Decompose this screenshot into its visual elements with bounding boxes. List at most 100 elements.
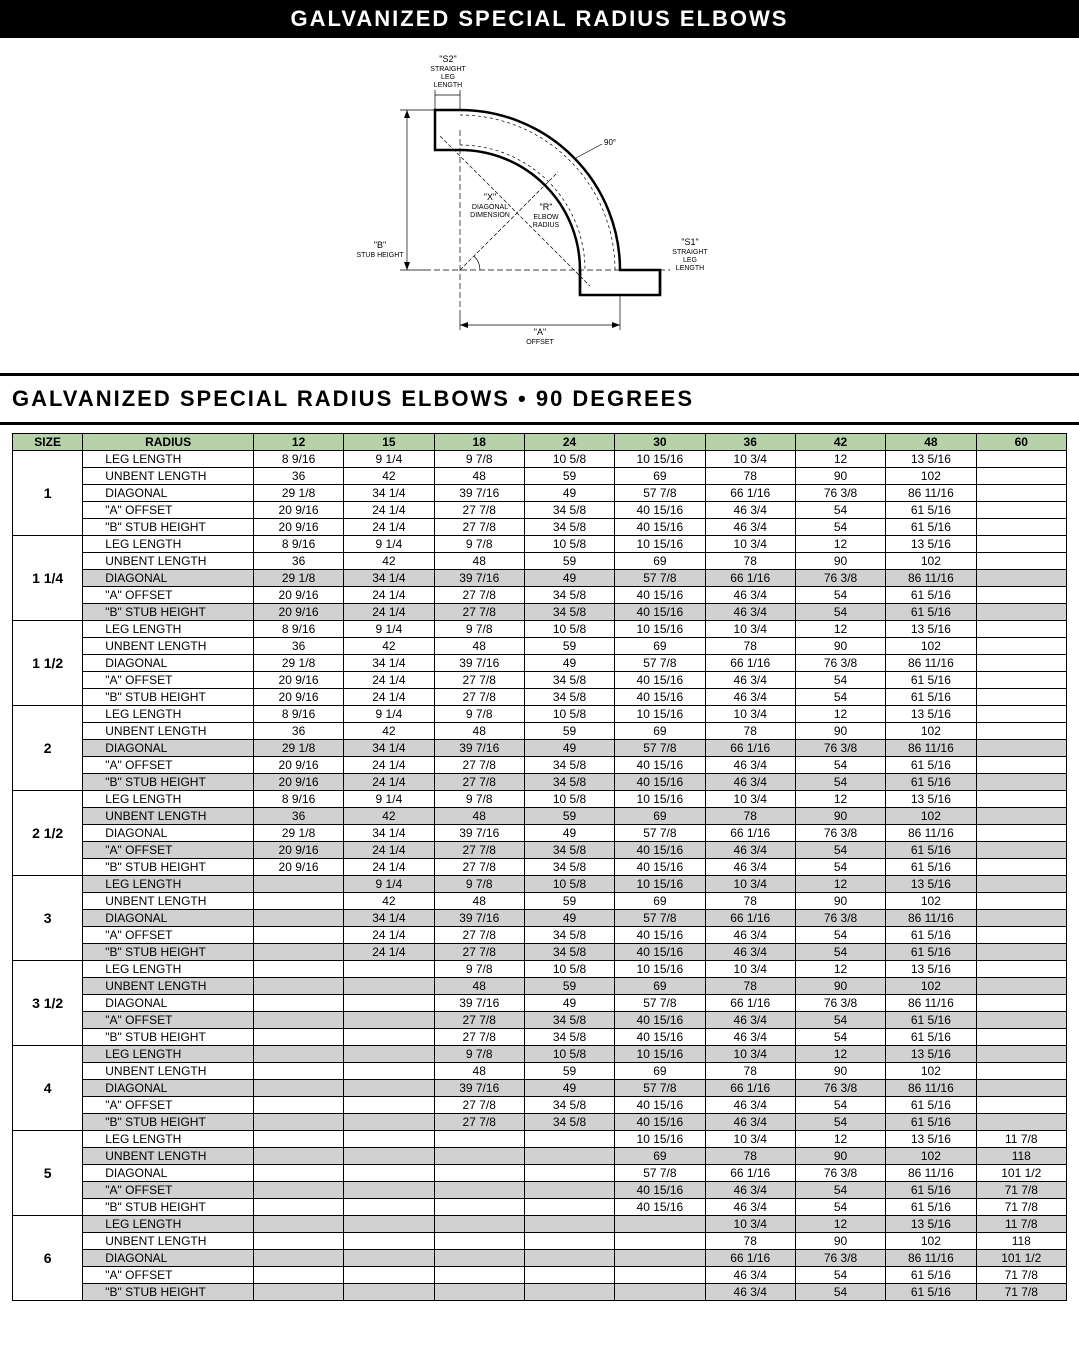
value-cell — [524, 1165, 614, 1182]
value-cell: 86 11/16 — [886, 1080, 976, 1097]
value-cell: 27 7/8 — [434, 604, 524, 621]
value-cell: 34 5/8 — [524, 587, 614, 604]
value-cell: 90 — [795, 638, 885, 655]
value-cell: 9 7/8 — [434, 1046, 524, 1063]
value-cell: 49 — [524, 1080, 614, 1097]
value-cell: 8 9/16 — [253, 621, 343, 638]
row-label: LEG LENGTH — [83, 961, 254, 978]
value-cell: 9 7/8 — [434, 791, 524, 808]
row-label: "A" OFFSET — [83, 587, 254, 604]
value-cell: 69 — [615, 638, 705, 655]
row-label: "A" OFFSET — [83, 757, 254, 774]
table-row: 3LEG LENGTH9 1/49 7/810 5/810 15/1610 3/… — [13, 876, 1067, 893]
table-row: 1 1/4LEG LENGTH8 9/169 1/49 7/810 5/810 … — [13, 536, 1067, 553]
value-cell — [344, 1131, 434, 1148]
table-row: UNBENT LENGTH36424859697890102 — [13, 723, 1067, 740]
table-row: "A" OFFSET24 1/427 7/834 5/840 15/1646 3… — [13, 927, 1067, 944]
value-cell: 76 3/8 — [795, 655, 885, 672]
value-cell: 78 — [705, 1063, 795, 1080]
value-cell: 78 — [705, 1148, 795, 1165]
value-cell: 9 1/4 — [344, 706, 434, 723]
table-row: UNBENT LENGTH4859697890102 — [13, 978, 1067, 995]
value-cell: 40 15/16 — [615, 859, 705, 876]
svg-text:STRAIGHT: STRAIGHT — [430, 66, 466, 73]
table-row: UNBENT LENGTH7890102118 — [13, 1233, 1067, 1250]
elbow-diagram: "S2" STRAIGHT LEG LENGTH "X" DIAGONAL DI… — [0, 38, 1079, 373]
table-row: "A" OFFSET40 15/1646 3/45461 5/1671 7/8 — [13, 1182, 1067, 1199]
value-cell: 10 3/4 — [705, 961, 795, 978]
value-cell: 27 7/8 — [434, 672, 524, 689]
value-cell: 86 11/16 — [886, 1250, 976, 1267]
value-cell: 78 — [705, 553, 795, 570]
value-cell: 76 3/8 — [795, 485, 885, 502]
value-cell: 39 7/16 — [434, 485, 524, 502]
value-cell: 54 — [795, 944, 885, 961]
value-cell: 12 — [795, 1131, 885, 1148]
value-cell — [434, 1148, 524, 1165]
value-cell — [524, 1182, 614, 1199]
value-cell: 46 3/4 — [705, 774, 795, 791]
value-cell: 76 3/8 — [795, 910, 885, 927]
svg-text:"A": "A" — [533, 327, 545, 337]
value-cell: 76 3/8 — [795, 570, 885, 587]
value-cell: 42 — [344, 723, 434, 740]
value-cell: 20 9/16 — [253, 842, 343, 859]
value-cell: 39 7/16 — [434, 740, 524, 757]
table-row: "B" STUB HEIGHT27 7/834 5/840 15/1646 3/… — [13, 1114, 1067, 1131]
value-cell: 54 — [795, 1097, 885, 1114]
value-cell — [976, 995, 1066, 1012]
value-cell — [344, 995, 434, 1012]
value-cell: 54 — [795, 1012, 885, 1029]
value-cell: 69 — [615, 978, 705, 995]
value-cell: 34 5/8 — [524, 689, 614, 706]
value-cell: 9 1/4 — [344, 451, 434, 468]
svg-text:"S2": "S2" — [439, 54, 456, 64]
value-cell — [976, 1114, 1066, 1131]
svg-text:DIAGONAL: DIAGONAL — [471, 204, 507, 211]
table-row: "B" STUB HEIGHT27 7/834 5/840 15/1646 3/… — [13, 1029, 1067, 1046]
value-cell: 40 15/16 — [615, 672, 705, 689]
row-label: "A" OFFSET — [83, 842, 254, 859]
row-label: DIAGONAL — [83, 995, 254, 1012]
value-cell: 57 7/8 — [615, 1165, 705, 1182]
value-cell — [253, 1165, 343, 1182]
value-cell: 20 9/16 — [253, 604, 343, 621]
size-cell: 3 1/2 — [13, 961, 83, 1046]
row-label: DIAGONAL — [83, 655, 254, 672]
value-cell: 40 15/16 — [615, 927, 705, 944]
row-label: "B" STUB HEIGHT — [83, 519, 254, 536]
value-cell: 40 15/16 — [615, 1182, 705, 1199]
value-cell — [253, 944, 343, 961]
value-cell: 24 1/4 — [344, 604, 434, 621]
value-cell: 34 5/8 — [524, 502, 614, 519]
value-cell — [976, 1012, 1066, 1029]
value-cell: 48 — [434, 723, 524, 740]
value-cell: 71 7/8 — [976, 1284, 1066, 1301]
value-cell: 78 — [705, 1233, 795, 1250]
value-cell: 76 3/8 — [795, 1080, 885, 1097]
svg-text:LEG: LEG — [440, 74, 454, 81]
value-cell: 49 — [524, 485, 614, 502]
value-cell — [344, 1080, 434, 1097]
value-cell: 69 — [615, 1148, 705, 1165]
value-cell — [976, 689, 1066, 706]
value-cell: 13 5/16 — [886, 621, 976, 638]
row-label: UNBENT LENGTH — [83, 1233, 254, 1250]
value-cell: 24 1/4 — [344, 757, 434, 774]
value-cell: 46 3/4 — [705, 944, 795, 961]
value-cell: 34 5/8 — [524, 519, 614, 536]
row-label: "A" OFFSET — [83, 1182, 254, 1199]
value-cell: 78 — [705, 723, 795, 740]
value-cell — [253, 1063, 343, 1080]
value-cell: 48 — [434, 553, 524, 570]
value-cell: 34 5/8 — [524, 1012, 614, 1029]
value-cell — [344, 1029, 434, 1046]
value-cell — [434, 1267, 524, 1284]
value-cell: 42 — [344, 638, 434, 655]
value-cell: 61 5/16 — [886, 842, 976, 859]
value-cell: 40 15/16 — [615, 1012, 705, 1029]
value-cell: 61 5/16 — [886, 1012, 976, 1029]
row-label: DIAGONAL — [83, 570, 254, 587]
table-row: 1 1/2LEG LENGTH8 9/169 1/49 7/810 5/810 … — [13, 621, 1067, 638]
svg-text:LEG: LEG — [682, 257, 696, 264]
